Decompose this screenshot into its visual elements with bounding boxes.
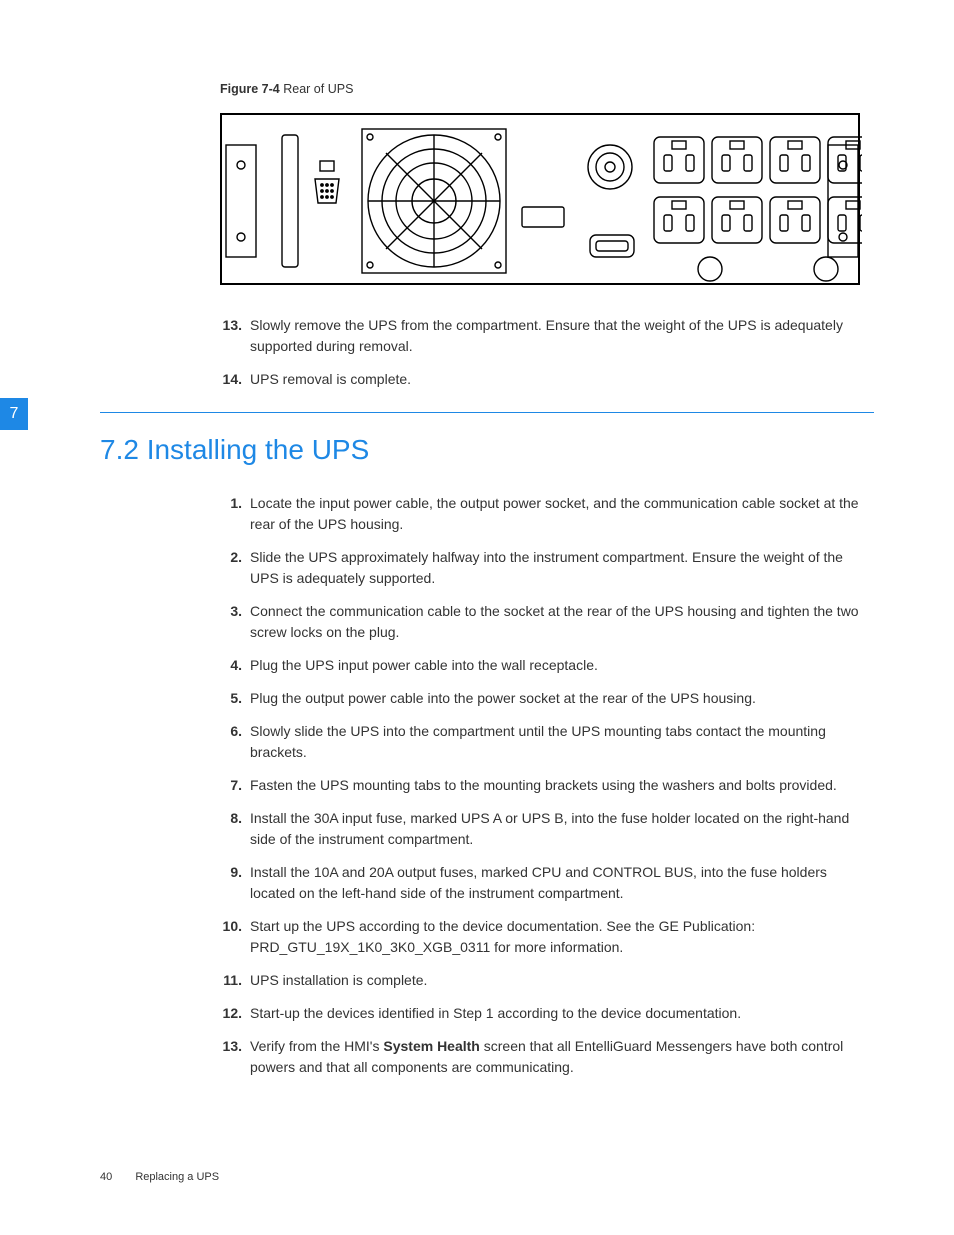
step-number: 9.: [220, 862, 250, 904]
step-number: 5.: [220, 688, 250, 709]
step-text: Plug the output power cable into the pow…: [250, 688, 874, 709]
list-item: 2.Slide the UPS approximately halfway in…: [220, 547, 874, 589]
step-number: 12.: [220, 1003, 250, 1024]
list-item: 3.Connect the communication cable to the…: [220, 601, 874, 643]
list-item: 8.Install the 30A input fuse, marked UPS…: [220, 808, 874, 850]
step-number: 6.: [220, 721, 250, 763]
figure-caption: Figure 7-4 Rear of UPS: [220, 80, 874, 99]
step-number: 7.: [220, 775, 250, 796]
figure-title: Rear of UPS: [283, 82, 353, 96]
page-number: 40: [100, 1171, 112, 1183]
step-number: 3.: [220, 601, 250, 643]
list-item: 13.Slowly remove the UPS from the compar…: [220, 315, 874, 357]
list-item: 11.UPS installation is complete.: [220, 970, 874, 991]
step-text: Fasten the UPS mounting tabs to the moun…: [250, 775, 874, 796]
list-item: 9.Install the 10A and 20A output fuses, …: [220, 862, 874, 904]
step-text: UPS installation is complete.: [250, 970, 874, 991]
step-text: Slowly remove the UPS from the compartme…: [250, 315, 874, 357]
step-text: Install the 10A and 20A output fuses, ma…: [250, 862, 874, 904]
step-text: Locate the input power cable, the output…: [250, 493, 874, 535]
step-number: 2.: [220, 547, 250, 589]
section-divider: [100, 412, 874, 413]
step-number: 13.: [220, 1036, 250, 1078]
chapter-number: 7: [10, 402, 19, 426]
step-number: 13.: [220, 315, 250, 357]
page-content: Figure 7-4 Rear of UPS: [100, 0, 874, 1078]
ups-svg: [222, 115, 862, 287]
footer-title: Replacing a UPS: [135, 1171, 219, 1183]
section-heading: 7.2 Installing the UPS: [100, 429, 874, 471]
list-item: 13.Verify from the HMI's System Health s…: [220, 1036, 874, 1078]
step-number: 8.: [220, 808, 250, 850]
step-text: Slide the UPS approximately halfway into…: [250, 547, 874, 589]
list-item: 7.Fasten the UPS mounting tabs to the mo…: [220, 775, 874, 796]
step-text: Install the 30A input fuse, marked UPS A…: [250, 808, 874, 850]
step-text: Start-up the devices identified in Step …: [250, 1003, 874, 1024]
list-item: 6.Slowly slide the UPS into the compartm…: [220, 721, 874, 763]
chapter-tab: 7: [0, 398, 28, 430]
step-text: Slowly slide the UPS into the compartmen…: [250, 721, 874, 763]
step-text: Plug the UPS input power cable into the …: [250, 655, 874, 676]
list-item: 1.Locate the input power cable, the outp…: [220, 493, 874, 535]
ups-rear-diagram: [220, 113, 860, 285]
removal-steps: 13.Slowly remove the UPS from the compar…: [220, 315, 874, 390]
bold-term: System Health: [383, 1038, 479, 1054]
list-item: 4.Plug the UPS input power cable into th…: [220, 655, 874, 676]
step-text: Start up the UPS according to the device…: [250, 916, 874, 958]
step-number: 1.: [220, 493, 250, 535]
list-item: 14.UPS removal is complete.: [220, 369, 874, 390]
figure-label: Figure 7-4: [220, 82, 280, 96]
list-item: 12.Start-up the devices identified in St…: [220, 1003, 874, 1024]
step-number: 10.: [220, 916, 250, 958]
list-item: 10.Start up the UPS according to the dev…: [220, 916, 874, 958]
step-number: 14.: [220, 369, 250, 390]
page-footer: 40 Replacing a UPS: [100, 1169, 219, 1186]
figure-diagram: [220, 113, 874, 285]
step-number: 11.: [220, 970, 250, 991]
install-steps: 1.Locate the input power cable, the outp…: [220, 493, 874, 1078]
list-item: 5.Plug the output power cable into the p…: [220, 688, 874, 709]
step-number: 4.: [220, 655, 250, 676]
step-text: Connect the communication cable to the s…: [250, 601, 874, 643]
step-text: UPS removal is complete.: [250, 369, 874, 390]
step-text: Verify from the HMI's System Health scre…: [250, 1036, 874, 1078]
